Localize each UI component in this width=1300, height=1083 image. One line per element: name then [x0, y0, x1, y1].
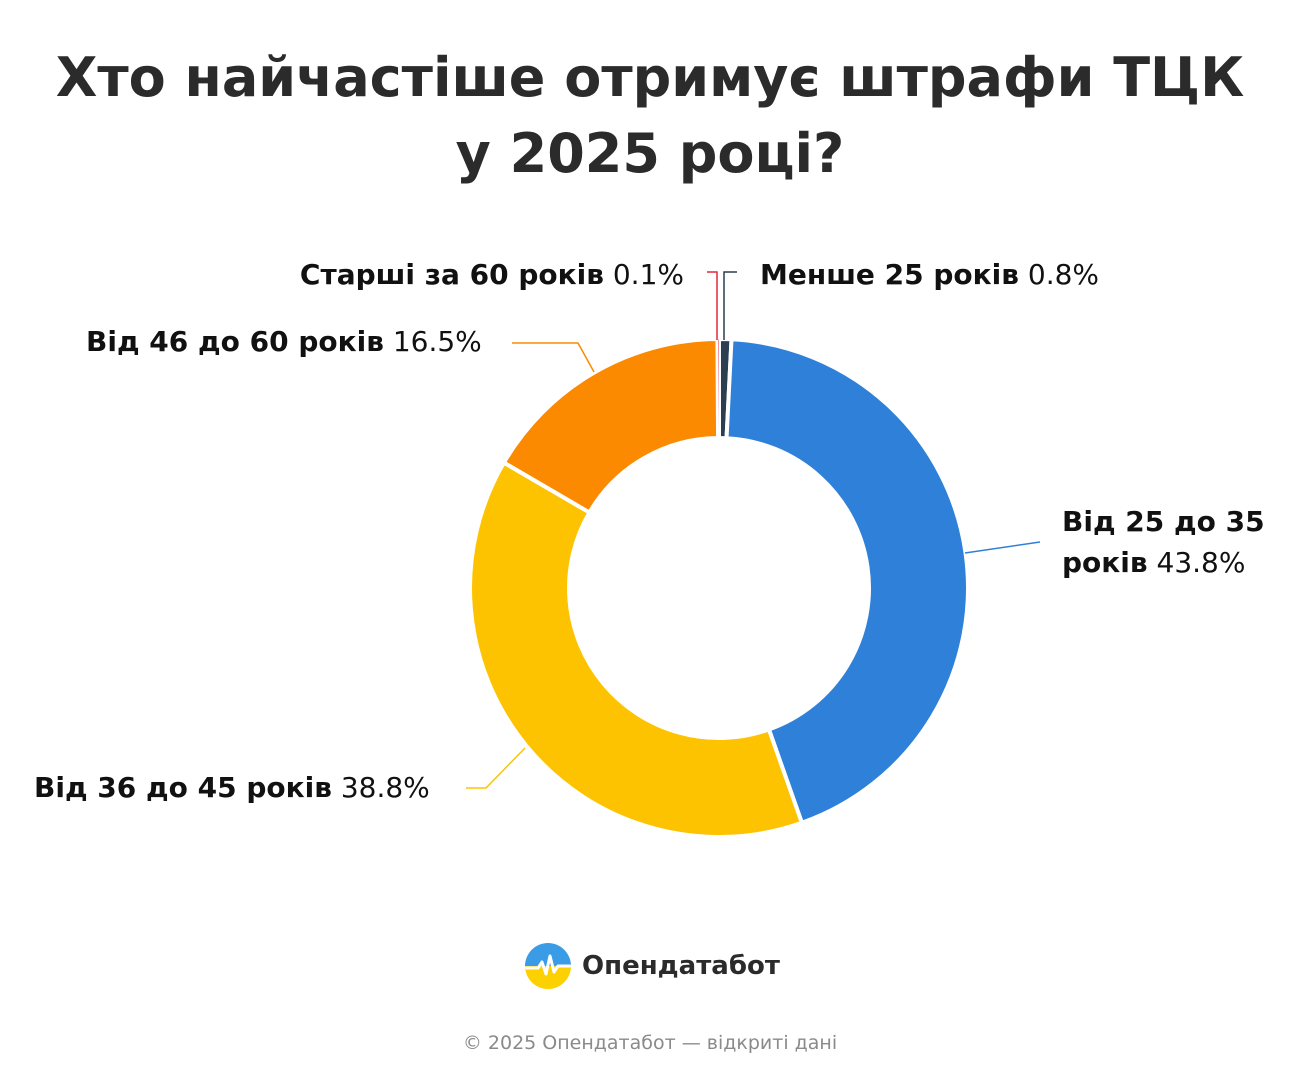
- slice-label-менше-25-років: Менше 25 років 0.8%: [760, 258, 1099, 291]
- slice-value: 0.8%: [1019, 258, 1099, 291]
- slice-value: 43.8%: [1148, 546, 1246, 579]
- slice-name: Від 25 до 35: [1062, 505, 1265, 538]
- slice-label-старші-за-60-років: Старші за 60 років 0.1%: [300, 258, 684, 291]
- slice-value: 16.5%: [384, 325, 482, 358]
- slice-name: років: [1062, 546, 1148, 579]
- leader-line-від-25-до-35-років: [964, 541, 1041, 554]
- slice-label-від-25-до-35-років-line-1: Від 25 до 35: [1062, 505, 1265, 538]
- brand-logo: Опендатабот: [524, 942, 780, 990]
- slice-value: 0.1%: [604, 258, 684, 291]
- footer-copyright: © 2025 Опендатабот — відкриті дані: [462, 1032, 838, 1054]
- leader-line-від-36-до-45-років: [466, 747, 526, 789]
- leader-line-від-46-до-60-років: [512, 342, 595, 373]
- slice-старші-за-60-років: [716, 338, 720, 439]
- slice-name: Від 36 до 45 років: [34, 771, 332, 804]
- leader-line-менше-25-років: [723, 271, 737, 340]
- slice-name: Менше 25 років: [760, 258, 1019, 291]
- slice-label-від-46-до-60-років: Від 46 до 60 років 16.5%: [86, 325, 482, 358]
- slice-label-від-25-до-35-років-line-2: років 43.8%: [1062, 546, 1245, 579]
- slice-name: Від 46 до 60 років: [86, 325, 384, 358]
- slice-label-від-36-до-45-років: Від 36 до 45 років 38.8%: [34, 771, 430, 804]
- slice-від-36-до-45-років: [468, 460, 804, 839]
- brand-name: Опендатабот: [582, 951, 780, 981]
- slice-від-25-до-35-років: [724, 337, 970, 825]
- chart-title: Хто найчастіше отримує штрафи ТЦК у 2025…: [0, 40, 1300, 192]
- chart-title-line-2: у 2025 році?: [455, 122, 845, 185]
- chart-title-line-1: Хто найчастіше отримує штрафи ТЦК: [55, 46, 1245, 109]
- slice-name: Старші за 60 років: [300, 258, 604, 291]
- opendatabot-logo-icon: [525, 943, 571, 989]
- leader-line-старші-за-60-років: [707, 271, 718, 340]
- slice-value: 38.8%: [332, 771, 430, 804]
